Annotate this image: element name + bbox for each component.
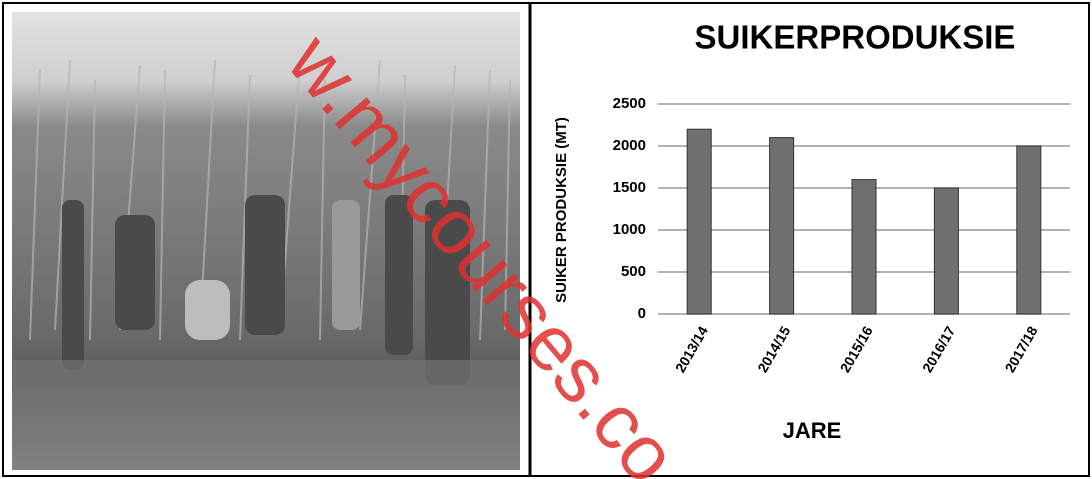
x-tick-label: 2017/18	[1001, 323, 1040, 375]
x-tick-label: 2015/16	[837, 323, 876, 375]
chart-title: SUIKERPRODUKSIE	[695, 19, 1016, 56]
bar	[687, 129, 711, 314]
y-tick-label: 2500	[613, 95, 646, 112]
x-axis-label: JARE	[783, 418, 842, 443]
y-tick-label: 2000	[613, 137, 646, 154]
x-tick-label: 2016/17	[919, 323, 958, 375]
plot: 0 500 1000 1500 2000 2500 2013/14 2014/15 2015/1…	[613, 95, 1070, 375]
x-tick-label: 2013/14	[672, 323, 711, 375]
y-tick-label: 1500	[613, 179, 646, 196]
y-tick-label: 500	[621, 263, 646, 280]
x-tick-label: 2014/15	[754, 323, 793, 375]
page: {"chart_data": {"type": "bar", "title": …	[0, 0, 1092, 479]
bar	[770, 138, 794, 314]
figure: SUIKERPRODUKSIE SUIKER PRODUKSIE (MT) JA…	[0, 0, 1092, 479]
bar	[852, 180, 876, 314]
y-tick-label: 1000	[613, 221, 646, 238]
bar	[1017, 146, 1041, 314]
y-tick-label: 0	[638, 305, 646, 322]
bar	[934, 188, 958, 314]
